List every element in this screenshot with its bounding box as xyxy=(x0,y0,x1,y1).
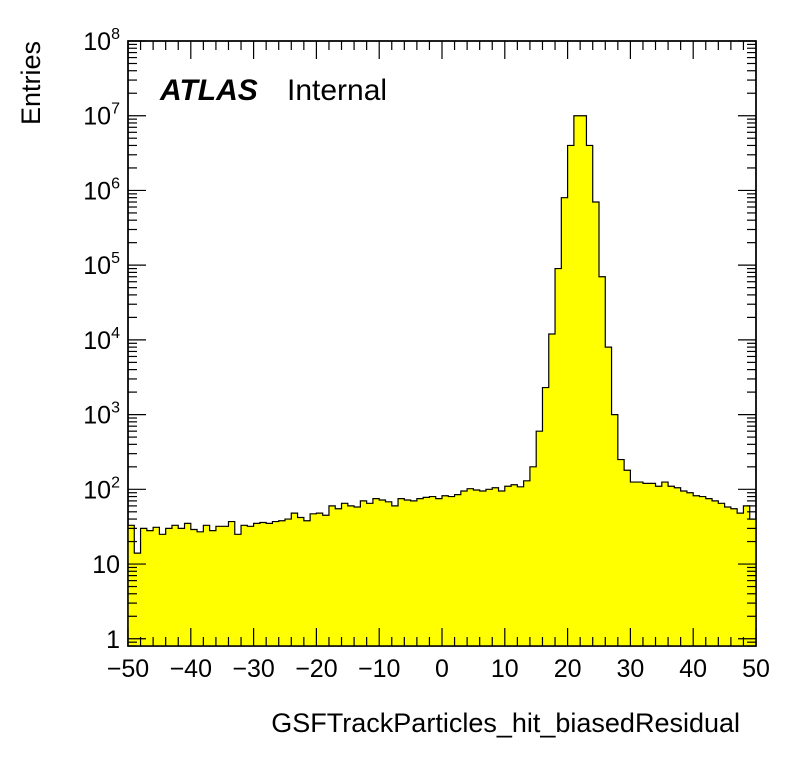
x-tick-label: 10 xyxy=(491,655,519,683)
y-tick-label: 104 xyxy=(83,325,120,355)
x-axis-ticks xyxy=(127,41,757,646)
y-tick-label: 102 xyxy=(83,474,120,504)
x-tick-label: 30 xyxy=(616,655,644,683)
internal-label: Internal xyxy=(287,74,387,107)
y-axis-tick-labels: 1 10 102 103 104 105 106 107 108 xyxy=(83,26,120,654)
x-axis-title: GSFTrackParticles_hit_biasedResidual xyxy=(271,708,740,738)
y-tick-label: 10 xyxy=(92,551,120,579)
x-tick-label: −30 xyxy=(232,655,274,683)
x-tick-label: 40 xyxy=(679,655,707,683)
x-tick-label: −40 xyxy=(170,655,212,683)
y-tick-label: 106 xyxy=(83,175,120,205)
y-tick-label: 1 xyxy=(106,626,120,654)
y-tick-label: 108 xyxy=(83,26,120,56)
x-tick-label: 0 xyxy=(435,655,449,683)
x-tick-label: −20 xyxy=(295,655,337,683)
histogram-outline xyxy=(128,115,756,554)
x-tick-label: −10 xyxy=(358,655,400,683)
x-tick-label: 50 xyxy=(742,655,770,683)
y-tick-label: 107 xyxy=(83,101,120,131)
y-axis-ticks xyxy=(128,40,756,647)
atlas-label: ATLAS xyxy=(159,74,258,107)
y-tick-label: 103 xyxy=(83,400,120,430)
y-tick-label: 105 xyxy=(83,250,120,280)
histogram-fill xyxy=(128,115,756,647)
x-axis-tick-labels: −50 −40 −30 −20 −10 0 10 20 30 40 50 xyxy=(107,655,770,683)
x-tick-label: −50 xyxy=(107,655,149,683)
x-tick-label: 20 xyxy=(554,655,582,683)
y-axis-title: Entries xyxy=(16,41,46,125)
